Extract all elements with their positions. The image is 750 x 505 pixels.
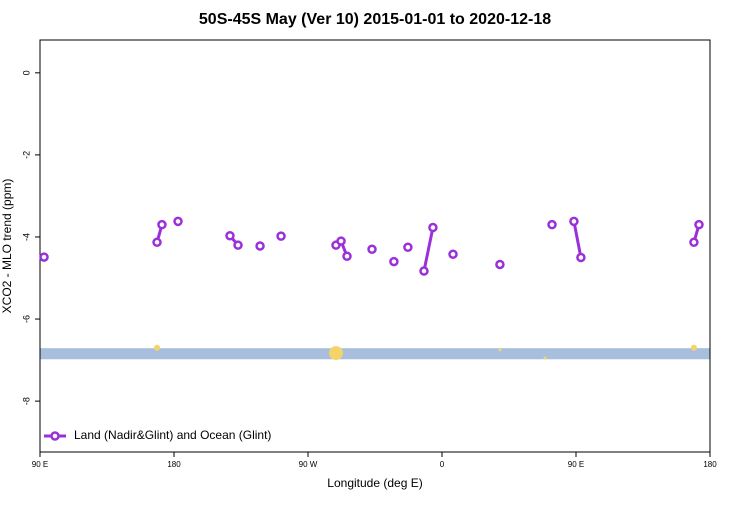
data-point bbox=[419, 266, 429, 276]
y-tick-label: -6 bbox=[21, 315, 31, 323]
legend-marker bbox=[50, 431, 60, 441]
highlight-marker bbox=[543, 356, 547, 360]
data-point bbox=[157, 219, 167, 230]
data-point bbox=[255, 241, 265, 251]
chart-title: 50S-45S May (Ver 10) 2015-01-01 to 2020-… bbox=[199, 11, 551, 28]
highlight-marker bbox=[498, 348, 502, 352]
data-point bbox=[569, 216, 579, 227]
data-point bbox=[276, 231, 286, 241]
data-point bbox=[403, 242, 413, 252]
y-axis-label: XCO2 - MLO trend (ppm) bbox=[0, 179, 14, 314]
x-tick-label: 180 bbox=[167, 460, 181, 469]
y-tick-label: -8 bbox=[21, 397, 31, 405]
highlight-marker bbox=[690, 344, 697, 351]
data-point bbox=[367, 244, 377, 255]
x-tick-label: 90 E bbox=[568, 460, 584, 469]
legend-label: Land (Nadir&Glint) and Ocean (Glint) bbox=[74, 428, 271, 442]
highlight-marker bbox=[154, 344, 161, 351]
data-point bbox=[495, 259, 505, 270]
data-point bbox=[225, 230, 235, 241]
x-tick-label: 0 bbox=[440, 460, 445, 469]
x-tick-label: 180 bbox=[703, 460, 717, 469]
data-point bbox=[694, 219, 704, 230]
data-point bbox=[152, 237, 162, 248]
highlight-marker bbox=[328, 346, 343, 361]
data-point bbox=[173, 216, 183, 227]
data-point bbox=[448, 249, 458, 259]
y-tick-label: -2 bbox=[21, 151, 31, 159]
x-tick-label: 90 W bbox=[299, 460, 318, 469]
data-point bbox=[576, 252, 586, 263]
x-axis-label: Longitude (deg E) bbox=[327, 476, 422, 490]
data-point bbox=[233, 240, 243, 250]
plot-frame bbox=[39, 39, 711, 453]
data-point bbox=[336, 236, 346, 246]
y-tick-label: -4 bbox=[21, 233, 31, 241]
data-point bbox=[389, 256, 399, 267]
band bbox=[40, 348, 710, 360]
data-point bbox=[342, 251, 352, 262]
data-point bbox=[547, 219, 557, 230]
data-point bbox=[39, 252, 49, 262]
x-tick-label: 90 E bbox=[32, 460, 48, 469]
y-tick-label: 0 bbox=[21, 70, 31, 75]
data-point bbox=[428, 222, 438, 233]
data-point bbox=[689, 237, 699, 248]
